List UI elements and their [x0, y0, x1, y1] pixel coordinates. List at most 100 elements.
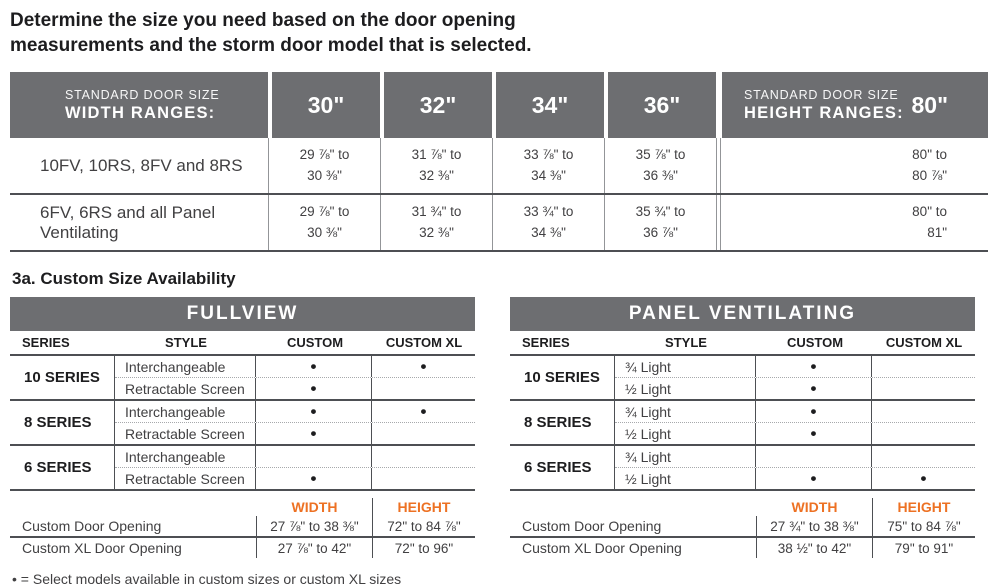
width-column-30: 30" [272, 72, 380, 139]
opening-width-value: 27 ⅞" to 38 ⅜" [257, 516, 373, 537]
panel-group-10-series: 10 SERIES ¾ Light • ½ Light • [510, 356, 975, 402]
width-range-cell: 31 ¾" to 32 ⅜" [381, 195, 493, 251]
fullview-group-8-series: 8 SERIES Interchangeable • • Retractable… [10, 401, 475, 447]
series-header: SERIES [522, 335, 570, 351]
table-row: Interchangeable • • [115, 401, 475, 424]
height-ranges-header-bottom: HEIGHT RANGES: [744, 103, 904, 122]
availability-tables: FULLVIEW SERIES STYLE CUSTOM CUSTOM XL 1… [10, 297, 990, 559]
custom-dot: • [310, 357, 317, 377]
custom-xl-dot: • [420, 402, 427, 422]
style-header: STYLE [165, 335, 207, 351]
custom-size-heading: 3a. Custom Size Availability [12, 269, 236, 289]
width-label: WIDTH [757, 498, 873, 517]
width-column-36: 36" [608, 72, 716, 139]
fullview-group-10-series: 10 SERIES Interchangeable • • Retractabl… [10, 356, 475, 402]
height-ranges-label: STANDARD DOOR SIZE HEIGHT RANGES: [744, 88, 904, 123]
table-row: ½ Light • [615, 423, 975, 445]
fullview-column-headers: SERIES STYLE CUSTOM CUSTOM XL [10, 331, 475, 357]
table-row: ½ Light • • [615, 468, 975, 490]
style-cell: ½ Light [615, 378, 756, 400]
series-label: 10 SERIES [10, 356, 115, 400]
opening-height-value: 79" to 91" [894, 540, 954, 556]
series-header: SERIES [22, 335, 70, 351]
custom-dot: • [810, 379, 817, 399]
opening-width-value: 27 ⅞" to 42" [257, 538, 373, 559]
series-label: 6 SERIES [510, 446, 615, 490]
panel-openings: WIDTH HEIGHT Custom Door Opening 27 ¾" t… [510, 498, 975, 559]
style-cell: ¾ Light [615, 356, 756, 378]
panel-column-headers: SERIES STYLE CUSTOM CUSTOM XL [510, 331, 975, 357]
opening-width-value: 38 ½" to 42" [757, 538, 873, 559]
opening-row-label: Custom XL Door Opening [10, 538, 257, 559]
custom-xl-door-opening-row: Custom XL Door Opening 27 ⅞" to 42" 72" … [10, 538, 475, 559]
fullview-group-6-series: 6 SERIES Interchangeable Retractable Scr… [10, 446, 475, 492]
opening-height-value: 72" to 84 ⅞" [387, 518, 461, 534]
opening-row-label: Custom XL Door Opening [510, 538, 757, 559]
height-label: HEIGHT [897, 499, 951, 516]
width-range-cell: 33 ⅞" to 34 ⅜" [493, 138, 605, 194]
table-row: ¾ Light • [615, 401, 975, 424]
width-range-cell: 29 ⅞" to 30 ⅜" [269, 138, 381, 194]
width-column-34: 34" [496, 72, 604, 139]
width-label: WIDTH [257, 498, 373, 517]
table-row: Retractable Screen • [115, 468, 475, 490]
row-label: 10FV, 10RS, 8FV and 8RS [10, 138, 269, 194]
custom-xl-header: CUSTOM XL [885, 335, 963, 351]
size-table-row-10fv: 10FV, 10RS, 8FV and 8RS 29 ⅞" to 30 ⅜" 3… [10, 138, 988, 194]
opening-height-value: 75" to 84 ⅞" [887, 518, 961, 534]
dot-legend-footnote: • = Select models available in custom si… [12, 571, 402, 587]
width-range-cell: 31 ⅞" to 32 ⅜" [381, 138, 493, 194]
page-title: Determine the size you need based on the… [10, 10, 532, 57]
style-cell: Interchangeable [115, 446, 256, 468]
height-ranges-header: STANDARD DOOR SIZE HEIGHT RANGES: 80" [722, 72, 988, 139]
series-label: 10 SERIES [510, 356, 615, 400]
opening-height-value: 72" to 96" [394, 540, 454, 556]
table-row: ½ Light • [615, 378, 975, 400]
table-row: ¾ Light [615, 446, 975, 469]
style-cell: ¾ Light [615, 401, 756, 423]
panel-group-6-series: 6 SERIES ¾ Light ½ Light • • [510, 446, 975, 492]
custom-xl-door-opening-row: Custom XL Door Opening 38 ½" to 42" 79" … [510, 538, 975, 559]
table-row: Interchangeable [115, 446, 475, 469]
style-cell: Retractable Screen [115, 423, 256, 445]
custom-door-opening-row: Custom Door Opening 27 ⅞" to 38 ⅜" 72" t… [10, 516, 475, 539]
custom-dot: • [810, 402, 817, 422]
custom-xl-header: CUSTOM XL [385, 335, 463, 351]
custom-dot: • [310, 424, 317, 444]
style-cell: Retractable Screen [115, 468, 256, 490]
custom-xl-dot: • [420, 357, 427, 377]
style-cell: ½ Light [615, 423, 756, 445]
table-row: ¾ Light • [615, 356, 975, 379]
height-column-80: 80" [911, 91, 949, 118]
opening-row-label: Custom Door Opening [10, 516, 257, 537]
custom-dot: • [810, 469, 817, 489]
width-ranges-header-bottom: WIDTH RANGES: [65, 103, 216, 122]
style-cell: Retractable Screen [115, 378, 256, 400]
style-cell: ¾ Light [615, 446, 756, 468]
style-cell: Interchangeable [115, 401, 256, 423]
size-table-header-row: STANDARD DOOR SIZE WIDTH RANGES: 30" 32"… [10, 72, 988, 139]
style-header: STYLE [665, 335, 707, 351]
series-label: 8 SERIES [510, 401, 615, 445]
opening-row-label: Custom Door Opening [510, 516, 757, 537]
custom-header: CUSTOM [286, 335, 344, 351]
height-range-cell: 80" to 81" [720, 195, 988, 251]
row-label: 6FV, 6RS and all Panel Ventilating [10, 195, 269, 251]
custom-dot: • [810, 357, 817, 377]
custom-xl-dot: • [920, 469, 927, 489]
style-cell: ½ Light [615, 468, 756, 490]
width-column-32: 32" [384, 72, 492, 139]
width-range-cell: 29 ⅞" to 30 ⅜" [269, 195, 381, 251]
table-row: Retractable Screen • [115, 423, 475, 445]
custom-door-opening-row: Custom Door Opening 27 ¾" to 38 ⅜" 75" t… [510, 516, 975, 539]
width-ranges-header-top: STANDARD DOOR SIZE [65, 87, 220, 102]
custom-dot: • [310, 469, 317, 489]
height-range-cell: 80" to 80 ⅞" [720, 138, 988, 194]
series-label: 6 SERIES [10, 446, 115, 490]
fullview-banner: FULLVIEW [10, 297, 475, 332]
width-ranges-header: STANDARD DOOR SIZE WIDTH RANGES: [10, 72, 268, 139]
panel-ventilating-table: PANEL VENTILATING SERIES STYLE CUSTOM CU… [510, 297, 975, 559]
width-range-cell: 35 ¾" to 36 ⅞" [605, 195, 717, 251]
panel-group-8-series: 8 SERIES ¾ Light • ½ Light • [510, 401, 975, 447]
